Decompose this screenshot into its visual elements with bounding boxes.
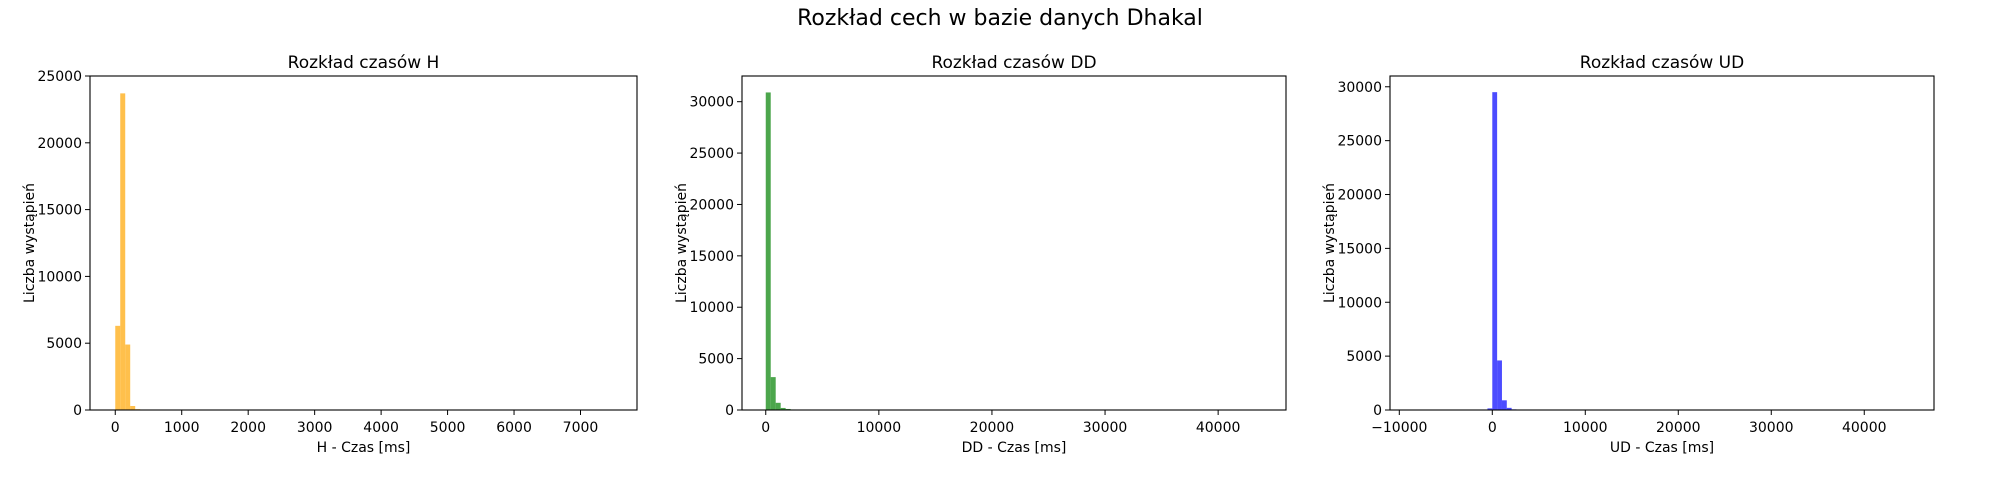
y-axis-label: Liczba wystąpień <box>1322 183 1338 303</box>
x-tick-label: 0 <box>1488 420 1497 436</box>
y-axis-label: Liczba wystąpień <box>674 183 690 303</box>
y-tick-label: 15000 <box>1337 241 1382 257</box>
axes-frame <box>1389 75 1935 411</box>
histogram-bar <box>115 325 121 410</box>
y-tick-label: 15000 <box>37 203 82 219</box>
x-tick-label: 20000 <box>970 420 1015 436</box>
histogram-bar <box>1497 360 1502 410</box>
histogram-bar <box>765 92 771 410</box>
histogram-bar <box>780 407 786 410</box>
y-tick-label: 15000 <box>689 249 734 265</box>
histogram-bar <box>1492 92 1498 411</box>
x-tick-label: 0 <box>761 420 770 436</box>
histogram-bar <box>1506 407 1512 410</box>
y-tick-label: 30000 <box>689 95 734 111</box>
x-tick-label: 1000 <box>164 420 200 436</box>
x-tick-label: 5000 <box>430 420 466 436</box>
histogram-bar <box>1487 408 1493 410</box>
axes-title: Rozkład czasów UD <box>1580 53 1744 73</box>
y-tick-label: 10000 <box>689 300 734 316</box>
figure-title: Rozkład cech w bazie danych Dhakal <box>797 6 1203 31</box>
y-tick-label: 30000 <box>1337 80 1382 96</box>
x-tick-label: 10000 <box>857 420 902 436</box>
y-tick-label: 5000 <box>1346 349 1382 365</box>
x-tick-label: 3000 <box>297 420 333 436</box>
axes-title: Rozkład czasów DD <box>931 53 1096 73</box>
y-tick-label: 25000 <box>689 146 734 162</box>
histogram-bar <box>775 402 781 410</box>
histogram-bar <box>120 93 126 411</box>
x-tick-label: 6000 <box>496 420 532 436</box>
x-tick-label: 4000 <box>363 420 399 436</box>
axes-title: Rozkład czasów H <box>288 53 440 73</box>
x-tick-label: 30000 <box>1749 420 1794 436</box>
y-tick-label: 20000 <box>689 197 734 213</box>
y-tick-label: 10000 <box>37 269 82 285</box>
histogram-bar <box>130 405 136 410</box>
x-axis-label: DD - Czas [ms] <box>962 440 1067 456</box>
histogram-bar <box>770 377 776 410</box>
y-tick-label: 0 <box>1373 403 1382 419</box>
histogram-bar <box>125 344 131 410</box>
histogram-bar <box>1501 400 1507 410</box>
x-tick-label: 10000 <box>1563 420 1608 436</box>
y-tick-label: 0 <box>725 403 734 419</box>
y-tick-label: 5000 <box>46 336 82 352</box>
x-axis-label: H - Czas [ms] <box>317 440 411 456</box>
x-tick-label: 0 <box>111 420 120 436</box>
y-axis-label: Liczba wystąpień <box>22 183 38 303</box>
x-tick-label: 40000 <box>1196 420 1241 436</box>
x-tick-label: −10000 <box>1371 420 1427 436</box>
y-tick-label: 25000 <box>1337 134 1382 150</box>
x-tick-label: 40000 <box>1842 420 1887 436</box>
y-tick-label: 25000 <box>37 69 82 85</box>
y-tick-label: 10000 <box>1337 295 1382 311</box>
y-tick-label: 0 <box>73 403 82 419</box>
y-tick-label: 20000 <box>1337 188 1382 204</box>
x-tick-label: 2000 <box>230 420 266 436</box>
axes-frame <box>741 75 1287 411</box>
x-axis-label: UD - Czas [ms] <box>1610 440 1714 456</box>
axes-frame <box>89 75 638 411</box>
x-tick-label: 30000 <box>1083 420 1128 436</box>
y-tick-label: 20000 <box>37 136 82 152</box>
x-tick-label: 7000 <box>563 420 599 436</box>
y-tick-label: 5000 <box>698 352 734 368</box>
x-tick-label: 20000 <box>1656 420 1701 436</box>
